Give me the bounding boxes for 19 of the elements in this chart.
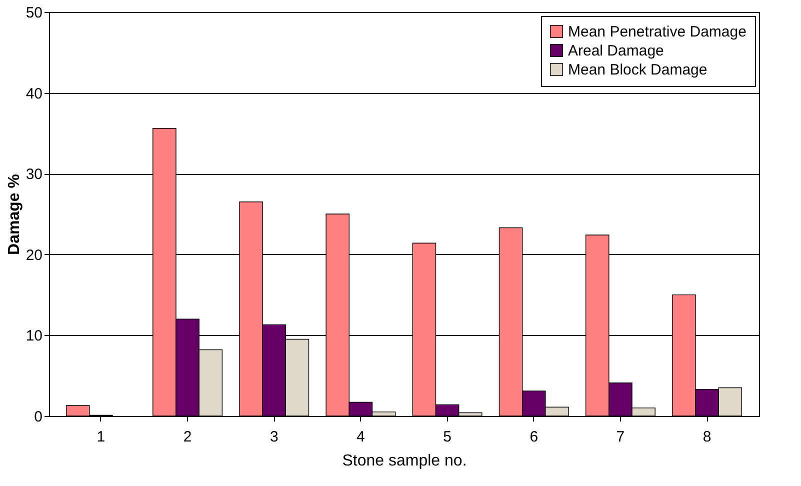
x-tick-label: 8 — [702, 428, 712, 446]
x-tick-label: 2 — [183, 428, 192, 446]
legend-label: Areal Damage — [568, 42, 664, 60]
x-tick-label: 6 — [530, 428, 538, 446]
y-tick-label: 30 — [26, 166, 42, 184]
y-tick-label: 40 — [26, 85, 42, 102]
y-tick-label: 10 — [26, 328, 42, 345]
x-tick-label: 5 — [443, 428, 452, 446]
legend-label: Mean Block Damage — [568, 62, 708, 78]
x-tick-label: 4 — [356, 428, 365, 446]
x-tick-label: 1 — [96, 428, 106, 446]
y-tick-label: 20 — [26, 246, 42, 264]
x-tick-label: 7 — [616, 428, 625, 446]
y-tick-label: 0 — [34, 408, 42, 426]
y-tick-label: 50 — [26, 4, 42, 22]
x-tick-label: 3 — [270, 428, 278, 446]
x-axis-title: Stone sample no. — [342, 452, 467, 470]
legend-label: Mean Penetrative Damage — [568, 24, 746, 40]
y-axis-title: Damage % — [6, 174, 23, 255]
